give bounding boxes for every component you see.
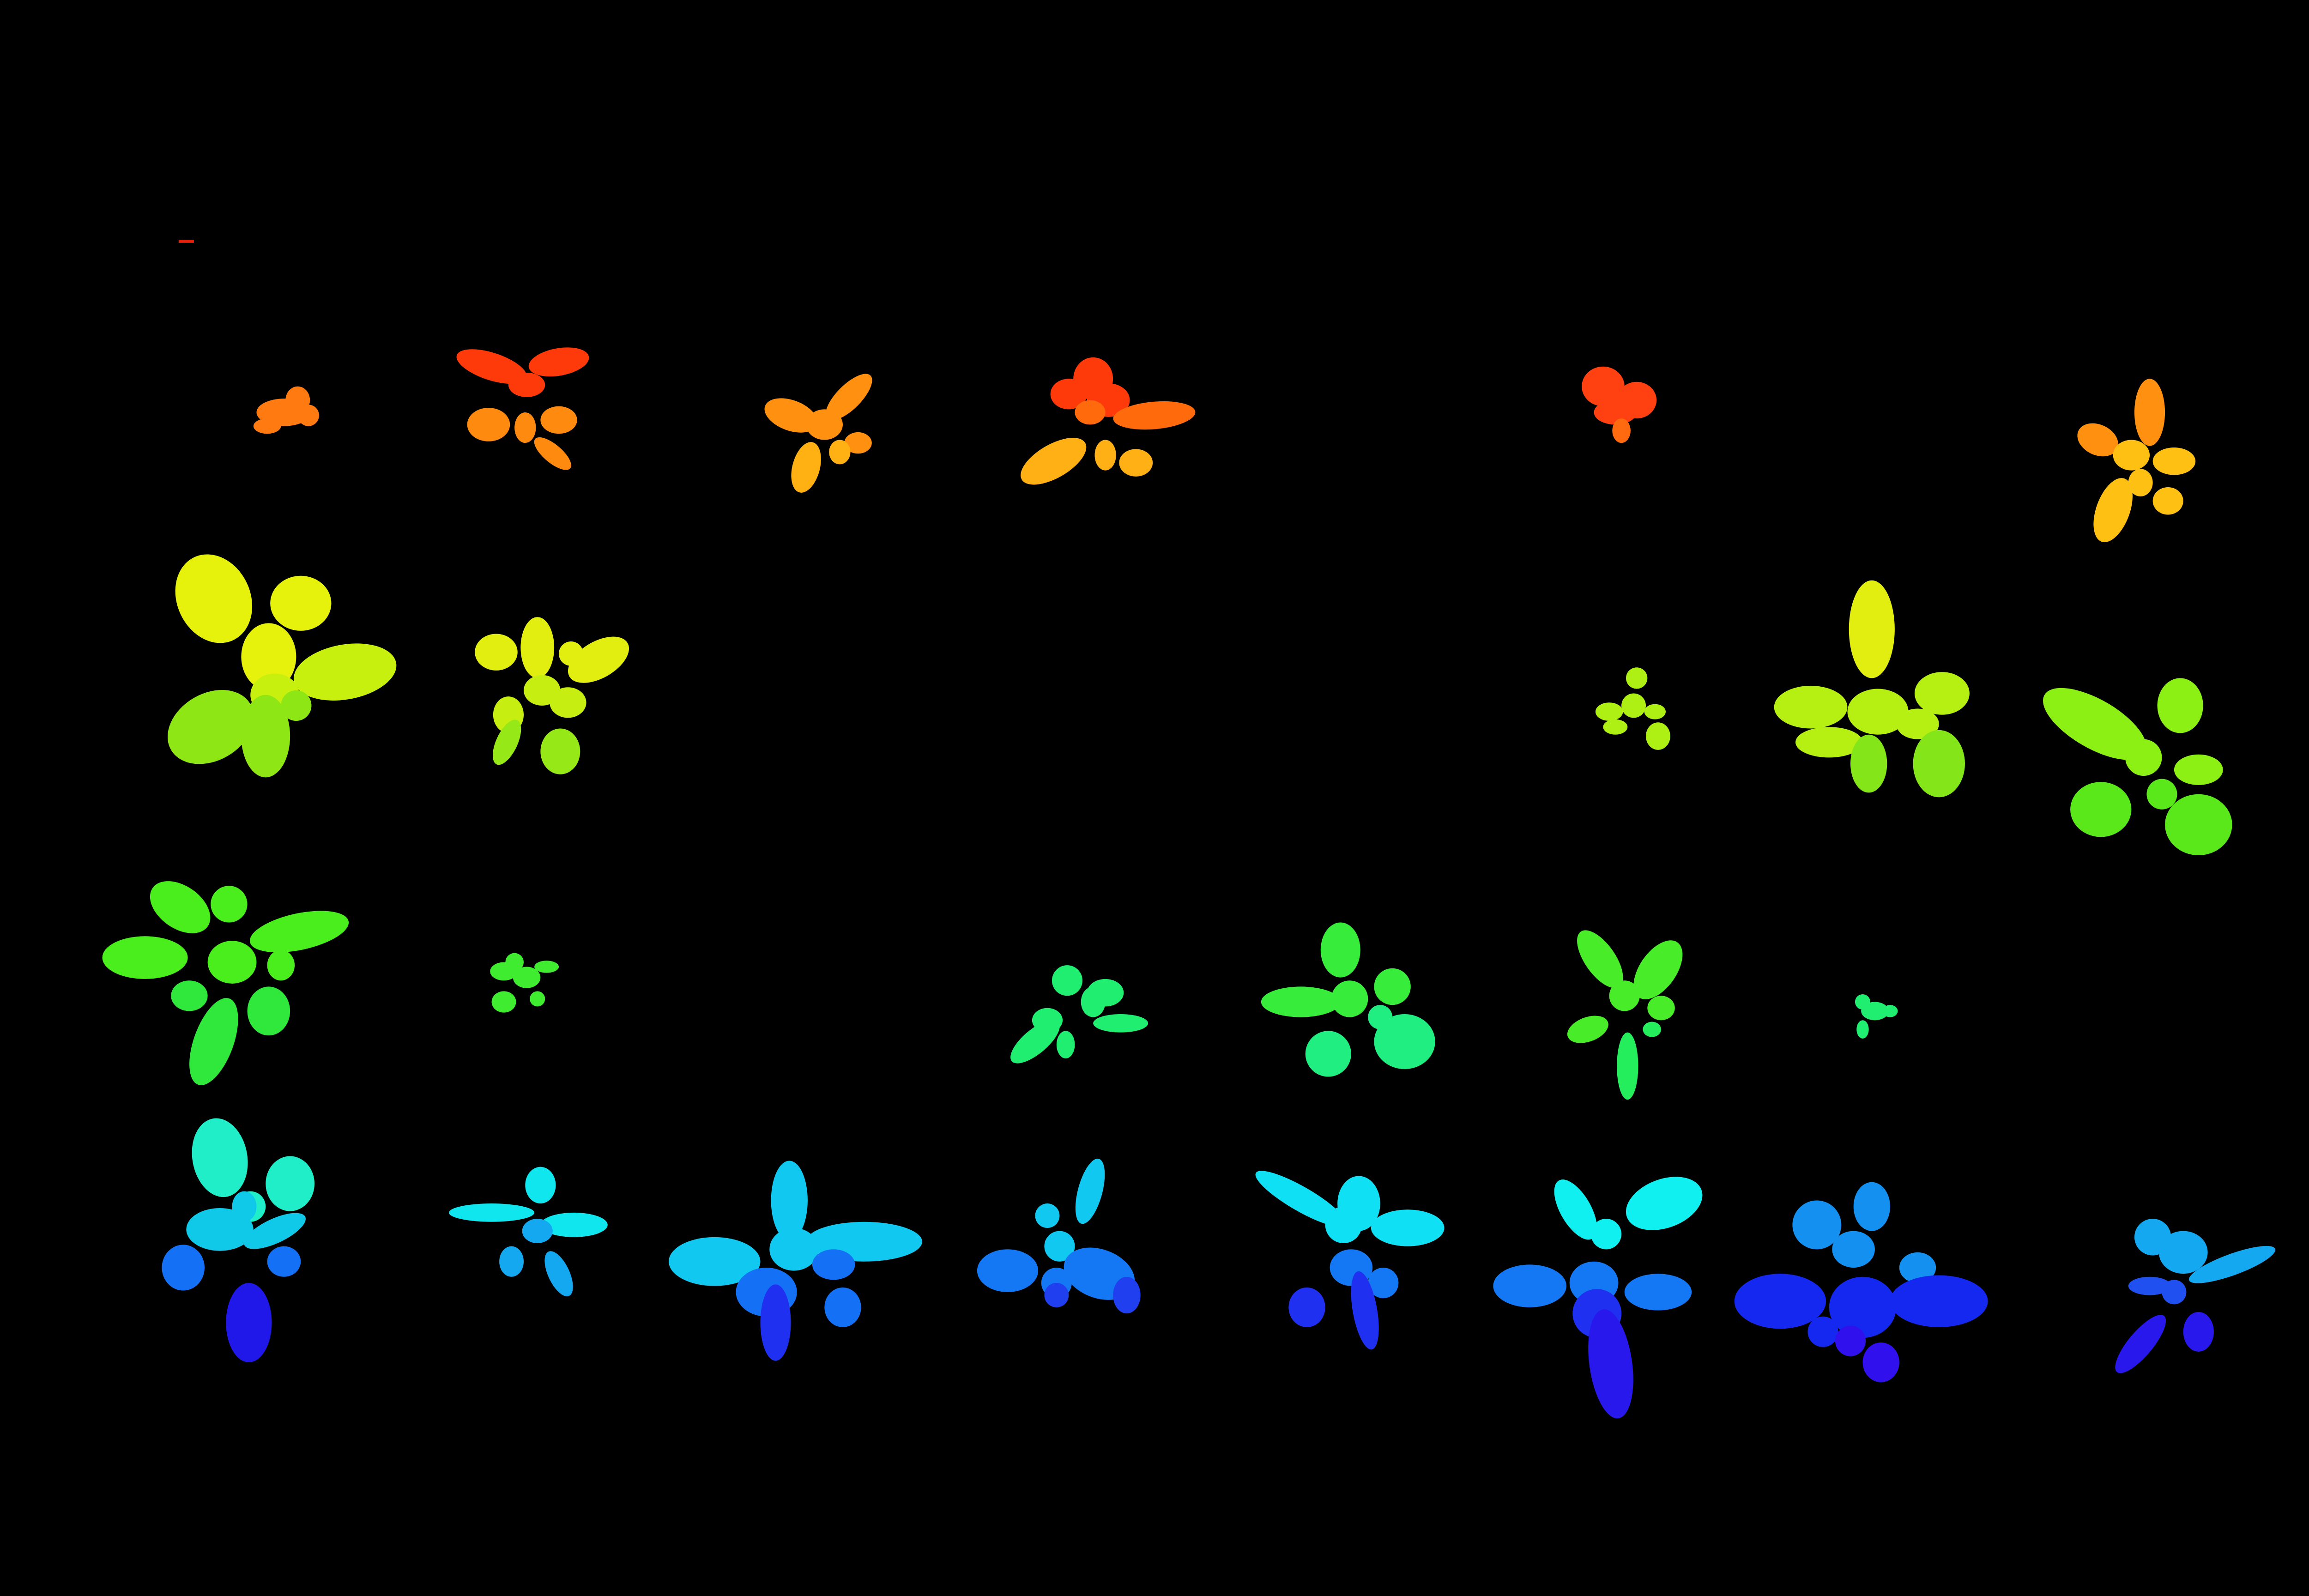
plant-23 <box>1493 1177 1703 1419</box>
plant-14 <box>1010 965 1148 1064</box>
plant-13 <box>490 953 559 1013</box>
plant-6 <box>2077 379 2196 543</box>
plant-9 <box>1595 667 1670 750</box>
plant-4 <box>1021 357 1196 485</box>
plant-18 <box>162 1118 315 1363</box>
plant-2 <box>456 347 589 470</box>
plant-10 <box>1774 580 1970 798</box>
plant-22 <box>1255 1171 1445 1350</box>
speck-mark <box>178 240 194 243</box>
plant-8 <box>475 617 629 774</box>
plant-16 <box>1567 930 1683 1100</box>
plant-21 <box>977 1158 1141 1314</box>
plant-3 <box>764 374 872 493</box>
plant-1 <box>253 386 319 434</box>
plant-15 <box>1261 922 1435 1077</box>
plant-7 <box>167 554 397 778</box>
plant-25 <box>2115 1219 2276 1373</box>
plant-5 <box>1582 366 1657 443</box>
plant-17 <box>1855 994 1898 1039</box>
plant-20 <box>669 1161 922 1361</box>
plant-11 <box>2043 678 2232 856</box>
plant-19 <box>449 1167 608 1297</box>
plant-12 <box>102 881 349 1085</box>
plant-24 <box>1734 1182 1988 1382</box>
